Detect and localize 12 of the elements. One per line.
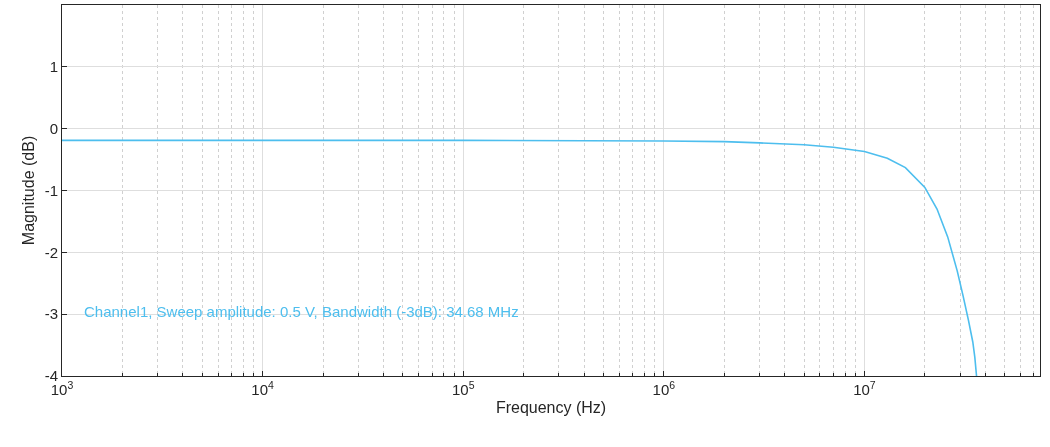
annotation: Channel1, Sweep amplitude: 0.5 V, Bandwidth (-3dB): 34.68 MHz bbox=[84, 303, 519, 320]
x-tick-label: 10$^{6}$ bbox=[652, 378, 676, 398]
y-tick-label: -2 bbox=[44, 243, 58, 261]
x-axis-title: Frequency (Hz) bbox=[495, 398, 607, 416]
y-tick-label: 0 bbox=[49, 119, 58, 137]
y-tick-label: -3 bbox=[44, 305, 58, 323]
y-tick-label: -1 bbox=[44, 181, 58, 199]
y-tick-label: 1 bbox=[49, 58, 58, 76]
y-axis-title: Magnitude (dB) bbox=[19, 135, 37, 246]
x-tick-label: 10$^{4}$ bbox=[251, 378, 275, 398]
x-tick-label: 10$^{7}$ bbox=[853, 378, 876, 398]
x-tick-label: 10$^{5}$ bbox=[451, 378, 475, 398]
